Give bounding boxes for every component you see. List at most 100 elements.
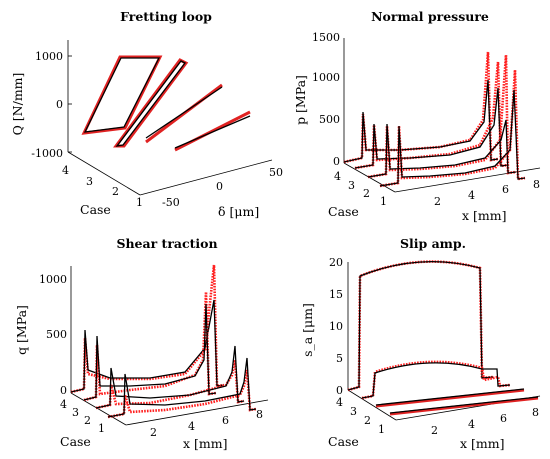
fretting-ytick: -1000 <box>31 147 63 160</box>
pressure-ytick: 1000 <box>312 71 340 84</box>
shear-curve-case4 <box>70 264 225 394</box>
shear-curve-case1 <box>107 357 257 419</box>
slip-xtick: 6 <box>500 412 507 425</box>
slip-title: Slip amp. <box>400 236 466 251</box>
shear-casetick: 1 <box>98 422 105 435</box>
shear-curve-case3 <box>83 291 217 402</box>
shear-ytick: 1000 <box>39 273 67 286</box>
slip-ytick: 0 <box>336 384 343 397</box>
fretting-ylabel: Q [N/mm] <box>10 73 25 136</box>
shear-x-ticks: 2 4 6 8 <box>150 408 263 439</box>
pressure-casetick: 3 <box>348 179 355 192</box>
shear-case-ticks: 4 3 2 1 <box>60 398 105 435</box>
fretting-xlabel: δ [μm] <box>218 204 259 219</box>
slip-ytick: 5 <box>336 352 343 365</box>
fretting-loop-case4 <box>81 55 163 135</box>
pressure-case-ticks: 4 3 2 1 <box>334 170 387 208</box>
shear-caselabel: Case <box>60 434 91 449</box>
shear-casetick: 2 <box>84 414 91 427</box>
fretting-case-axis <box>67 151 141 196</box>
panel-normal-pressure: Normal pressure 1500 1000 500 0 p [MPa] … <box>293 9 541 223</box>
fretting-loop-case3 <box>113 58 189 148</box>
shear-ytick: 0 <box>60 384 67 397</box>
shear-casetick: 3 <box>72 406 79 419</box>
pressure-xtick: 2 <box>434 195 441 208</box>
panel-slip-amplitude: Slip amp. 20 15 10 5 0 s_a [μm] 4 3 2 1 … <box>300 236 541 451</box>
slip-ytick: 20 <box>329 256 343 269</box>
fretting-case-ticks: 4 3 2 1 <box>62 164 143 209</box>
slip-casetick: 1 <box>378 423 385 436</box>
pressure-y-ticks: 1500 1000 500 0 <box>312 31 340 168</box>
fretting-xtick: 50 <box>269 166 283 179</box>
shear-casetick: 4 <box>60 398 67 411</box>
fretting-y-ticks: 1000 0 -1000 <box>31 50 72 160</box>
slip-y-ticks: 20 15 10 5 0 <box>329 256 343 397</box>
shear-ytick: 500 <box>46 328 67 341</box>
slip-x-ticks: 2 4 6 8 <box>431 406 539 437</box>
fretting-casetick: 3 <box>86 175 93 188</box>
pressure-casetick: 4 <box>334 170 341 183</box>
shear-curve-case2 <box>95 345 245 410</box>
slip-xtick: 4 <box>468 418 475 431</box>
slip-casetick: 2 <box>364 414 371 427</box>
fretting-x-ticks: -50 0 50 <box>162 166 283 209</box>
shear-case-axis <box>70 392 127 426</box>
pressure-xlabel: x [mm] <box>462 208 506 223</box>
slip-ytick: 15 <box>329 288 343 301</box>
slip-case-ticks: 4 3 2 1 <box>336 396 385 436</box>
panel-fretting-loop: Fretting loop 1000 0 -1000 Q [N/mm] 4 3 … <box>10 9 283 219</box>
slip-curve-case1 <box>389 396 539 416</box>
pressure-caselabel: Case <box>328 204 359 219</box>
fretting-ytick: 0 <box>56 98 63 111</box>
pressure-ytick: 500 <box>319 113 340 126</box>
shear-title: Shear traction <box>116 236 217 251</box>
slip-ylabel: s_a [μm] <box>300 303 315 357</box>
pressure-xtick: 4 <box>468 189 475 202</box>
fretting-loop-case2 <box>145 83 223 144</box>
shear-y-ticks: 1000 500 0 <box>39 273 67 397</box>
fretting-loop-case1 <box>174 110 251 152</box>
pressure-x-ticks: 2 4 6 8 <box>434 178 540 208</box>
fretting-x-axis <box>139 159 273 196</box>
fretting-title: Fretting loop <box>120 9 212 24</box>
slip-xtick: 2 <box>431 424 438 437</box>
slip-ytick: 10 <box>329 320 343 333</box>
pressure-curve-case1 <box>379 69 526 188</box>
fretting-xtick: 0 <box>216 180 223 193</box>
shear-ylabel: q [MPa] <box>14 305 29 355</box>
fretting-casetick: 1 <box>136 196 143 209</box>
pressure-curve-case4 <box>343 51 499 164</box>
slip-curve-case4 <box>347 260 494 392</box>
slip-casetick: 4 <box>336 396 343 409</box>
shear-xlabel: x [mm] <box>183 436 227 451</box>
fretting-casetick: 4 <box>62 164 69 177</box>
pressure-ytick: 1500 <box>312 31 340 44</box>
shear-xtick: 8 <box>256 408 263 421</box>
slip-xlabel: x [mm] <box>460 436 504 451</box>
fretting-caselabel: Case <box>80 202 111 217</box>
pressure-ytick: 0 <box>333 155 340 168</box>
panel-shear-traction: Shear traction 1000 500 0 q [MPa] 4 3 2 … <box>14 236 269 451</box>
slip-casetick: 3 <box>350 405 357 418</box>
shear-xtick: 4 <box>188 420 195 433</box>
fretting-ytick: 1000 <box>35 50 63 63</box>
pressure-curve-case2 <box>367 54 517 179</box>
shear-x-axis <box>125 399 269 426</box>
slip-case-axis <box>347 389 397 421</box>
pressure-curve-case3 <box>354 61 509 170</box>
pressure-ylabel: p [MPa] <box>293 75 308 125</box>
slip-curve-case3 <box>361 360 511 400</box>
slip-caselabel: Case <box>328 434 359 449</box>
pressure-casetick: 1 <box>380 195 387 208</box>
fretting-xtick: -50 <box>162 196 180 209</box>
pressure-title: Normal pressure <box>371 9 489 24</box>
slip-curve-case2 <box>375 388 525 408</box>
pressure-xtick: 6 <box>502 183 509 196</box>
shear-xtick: 6 <box>222 414 229 427</box>
fretting-casetick: 2 <box>112 185 119 198</box>
pressure-casetick: 2 <box>363 187 370 200</box>
slip-xtick: 8 <box>532 406 539 419</box>
pressure-xtick: 8 <box>533 178 540 191</box>
shear-xtick: 2 <box>150 426 157 439</box>
